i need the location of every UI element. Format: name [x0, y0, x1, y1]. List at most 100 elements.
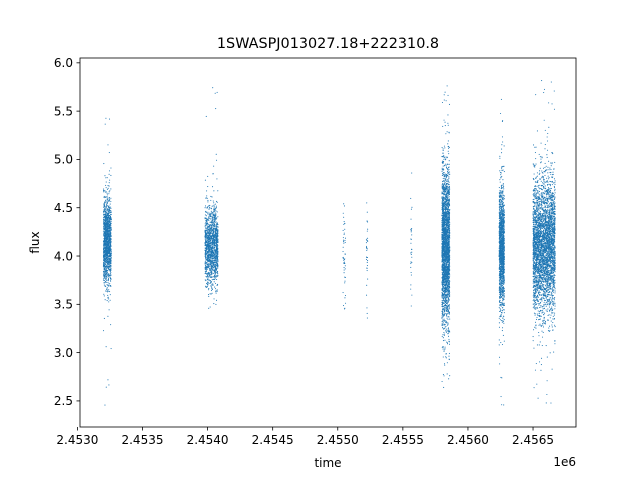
data-point: [103, 271, 105, 273]
data-point: [343, 261, 345, 263]
data-point: [216, 230, 218, 232]
data-point: [410, 229, 412, 231]
data-point: [204, 211, 207, 213]
data-point: [212, 231, 214, 234]
data-point: [108, 205, 110, 207]
data-point: [213, 206, 215, 208]
data-point: [109, 294, 111, 296]
data-point: [215, 264, 217, 266]
data-point: [209, 227, 211, 229]
data-point: [211, 205, 213, 207]
data-point: [106, 287, 108, 289]
data-point: [209, 266, 211, 268]
data-point: [443, 158, 445, 160]
data-point: [214, 212, 216, 214]
data-point: [108, 220, 110, 222]
data-point: [208, 307, 210, 309]
data-point: [109, 190, 111, 192]
data-point: [204, 255, 206, 257]
data-point: [209, 224, 212, 226]
data-point: [205, 234, 207, 236]
data-point: [110, 188, 112, 190]
data-point: [444, 364, 446, 366]
data-point: [104, 285, 106, 287]
data-point: [108, 285, 110, 287]
data-point: [217, 264, 219, 266]
data-point: [344, 258, 346, 260]
data-point: [411, 294, 413, 296]
data-point: [448, 312, 450, 314]
data-point: [344, 253, 346, 255]
data-point: [102, 330, 105, 332]
data-point: [444, 194, 446, 196]
data-point: [448, 186, 450, 188]
data-point: [214, 288, 217, 290]
data-point: [104, 404, 106, 406]
data-point: [216, 91, 218, 93]
data-point: [216, 290, 218, 292]
data-point: [365, 245, 368, 247]
data-point: [103, 231, 106, 233]
data-point: [108, 210, 110, 212]
data-point: [107, 239, 109, 241]
data-point: [447, 183, 449, 185]
data-point: [211, 273, 213, 275]
data-point: [210, 269, 212, 271]
data-point: [108, 290, 110, 292]
data-point: [110, 228, 112, 230]
data-point: [205, 115, 207, 118]
data-point: [107, 244, 109, 246]
data-point: [210, 237, 212, 240]
data-point: [443, 334, 445, 336]
data-point: [441, 303, 443, 305]
data-point: [441, 206, 443, 208]
data-point: [445, 190, 447, 192]
data-point: [445, 270, 447, 273]
data-point: [448, 153, 450, 155]
data-point: [441, 167, 443, 169]
data-point: [214, 259, 216, 261]
data-point: [210, 263, 212, 265]
data-point: [210, 252, 212, 254]
data-point: [214, 235, 216, 237]
data-point: [447, 289, 449, 291]
data-point: [207, 236, 209, 238]
data-point: [110, 267, 112, 269]
data-point: [212, 234, 215, 236]
data-point: [216, 224, 218, 226]
data-point: [104, 191, 106, 193]
data-point: [210, 286, 212, 288]
data-point: [104, 256, 106, 258]
data-point: [207, 206, 209, 208]
data-point: [209, 269, 211, 271]
data-point: [108, 253, 110, 255]
data-point: [216, 241, 218, 243]
data-point: [103, 275, 105, 277]
data-point: [217, 266, 219, 268]
data-point: [443, 206, 445, 208]
data-point: [212, 276, 214, 278]
data-point: [104, 241, 106, 243]
data-point: [212, 230, 214, 232]
data-point: [104, 258, 106, 260]
data-point: [445, 313, 447, 315]
data-point: [211, 268, 213, 270]
data-point: [108, 263, 110, 265]
data-point: [445, 315, 448, 317]
data-point: [210, 239, 212, 242]
data-point: [104, 232, 106, 234]
data-point: [207, 272, 209, 274]
data-point: [214, 286, 216, 288]
data-point: [207, 199, 209, 201]
data-point: [210, 277, 212, 279]
data-point: [214, 257, 216, 259]
data-point: [105, 117, 107, 119]
data-point: [448, 163, 450, 165]
data-point: [105, 207, 107, 209]
data-point: [216, 237, 218, 239]
data-point: [216, 217, 218, 219]
data-point: [108, 200, 110, 202]
data-point: [445, 298, 447, 300]
data-point: [214, 234, 216, 236]
data-point: [106, 261, 108, 264]
